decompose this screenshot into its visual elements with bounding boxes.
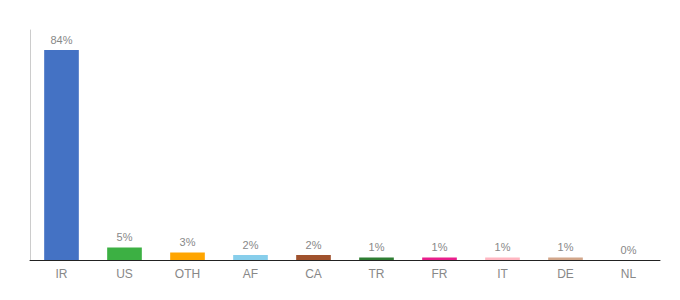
svg-text:DE: DE — [557, 267, 574, 281]
svg-text:OTH: OTH — [175, 267, 200, 281]
svg-text:0%: 0% — [621, 244, 637, 256]
svg-text:US: US — [116, 267, 133, 281]
svg-text:5%: 5% — [117, 231, 133, 243]
svg-text:84%: 84% — [50, 34, 72, 46]
svg-text:1%: 1% — [495, 241, 511, 253]
svg-text:AF: AF — [243, 267, 258, 281]
svg-text:FR: FR — [432, 267, 448, 281]
svg-text:IR: IR — [56, 267, 68, 281]
svg-text:1%: 1% — [369, 241, 385, 253]
svg-text:2%: 2% — [243, 239, 259, 251]
svg-text:3%: 3% — [180, 236, 196, 248]
svg-text:1%: 1% — [432, 241, 448, 253]
svg-text:CA: CA — [305, 267, 322, 281]
svg-text:NL: NL — [621, 267, 637, 281]
svg-text:IT: IT — [497, 267, 508, 281]
svg-text:2%: 2% — [306, 239, 322, 251]
svg-text:1%: 1% — [558, 241, 574, 253]
svg-text:TR: TR — [369, 267, 385, 281]
